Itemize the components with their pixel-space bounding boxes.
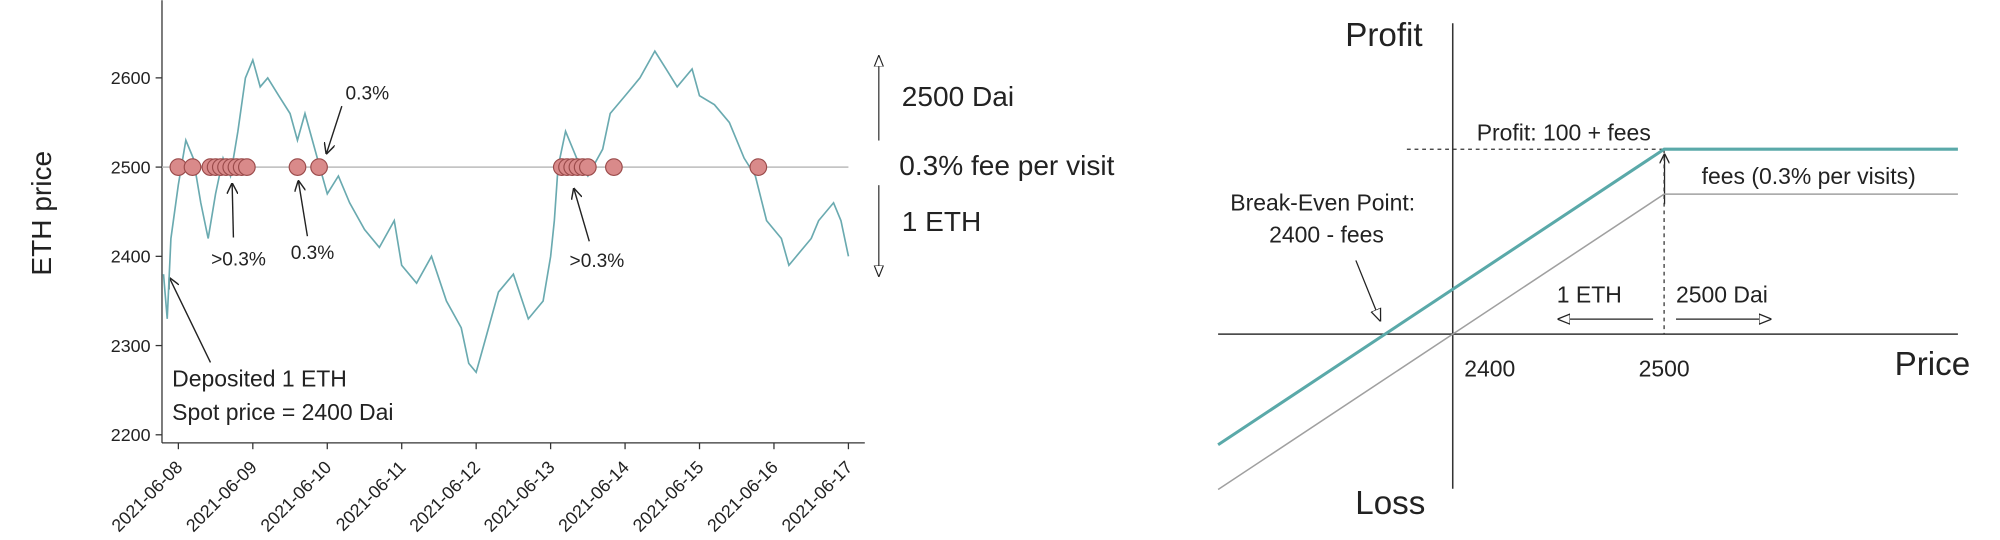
arrow [298,181,309,237]
annotation: Break-Even Point: [1230,190,1415,216]
arrow [232,184,233,238]
x-tick-label: 2021-06-11 [332,457,410,535]
annotation: 2500 Dai [902,81,1014,112]
visit-marker [288,158,307,176]
arrow [327,105,343,153]
annotation: 1 ETH [1557,282,1622,308]
arrow [1355,260,1380,320]
y-axis-label: ETH price [26,151,57,276]
annotation: 0.3% fee per visit [899,150,1114,181]
annotation: Spot price = 2400 Dai [172,399,393,425]
visit-marker [749,158,768,176]
x-tick-label: 2021-06-14 [554,457,633,536]
annotation: 2400 - fees [1269,222,1384,248]
arrow [574,189,590,242]
x-axis-label: Price [1895,346,1971,383]
y-axis-negative-label: Loss [1355,485,1425,522]
y-tick-label: 2400 [111,247,151,267]
x-tick-label: 2021-06-08 [108,457,187,536]
annotation: >0.3% [570,251,625,272]
payoff-line [1217,147,1958,447]
x-tick-label: 2500 [1639,356,1690,382]
y-tick-label: 2200 [111,425,151,445]
visit-marker [183,158,202,176]
arrow [170,278,212,363]
x-tick-label: 2021-06-16 [703,457,782,536]
x-tick-label: 2021-06-13 [480,457,559,536]
x-tick-label: 2021-06-10 [257,457,336,536]
visit-marker [605,158,623,176]
annotation: >0.3% [211,250,266,271]
payoff-line [1217,193,1958,491]
annotation: fees (0.3% per visits) [1702,163,1916,189]
x-tick-label: 2021-06-09 [182,457,261,536]
annotation: 2500 Dai [1676,282,1768,308]
x-tick-label: 2021-06-12 [405,457,484,536]
y-tick-label: 2600 [111,68,151,88]
y-axis-label: Profit [1345,17,1422,54]
visit-marker [578,158,597,176]
y-tick-label: 2500 [111,157,151,177]
annotation: Deposited 1 ETH [172,366,347,392]
x-tick-label: 2400 [1464,356,1515,382]
annotation: 0.3% [346,84,390,105]
x-tick-label: 2021-06-15 [629,457,708,536]
annotation-arrows [170,56,879,363]
visit-marker [237,158,256,176]
visit-marker [310,158,328,176]
price-line [162,49,850,375]
y-tick-label: 2300 [111,336,151,356]
annotation: 0.3% [291,243,335,264]
annotation: 1 ETH [902,206,982,237]
annotation: Profit: 100 + fees [1477,120,1651,146]
x-tick-label: 2021-06-17 [778,457,857,536]
